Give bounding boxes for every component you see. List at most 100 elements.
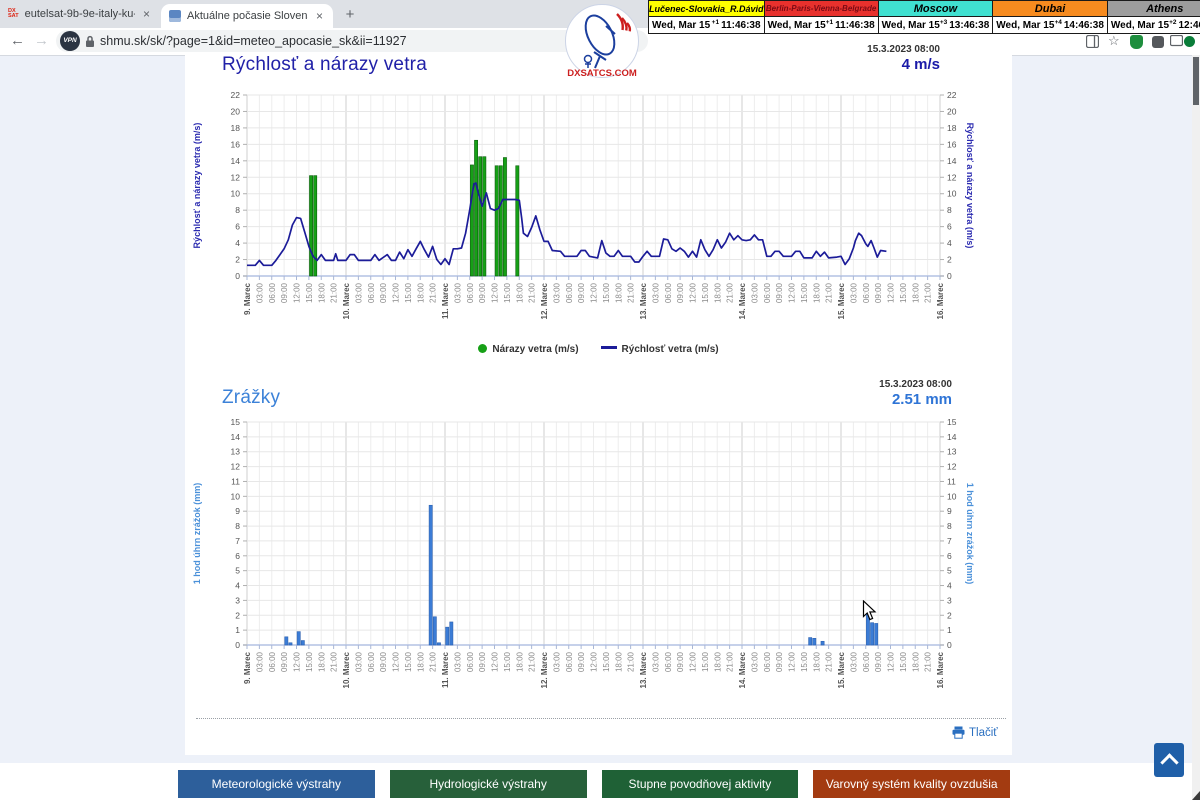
svg-text:06:00: 06:00 [664,651,673,672]
forward-icon[interactable]: → [34,32,49,49]
clock-berlin-paris-vienna-belgrade: Berlin-Paris-Vienna-Belgrade Wed, Mar 15 +… [763,0,878,35]
print-button[interactable]: Tlačiť [952,726,998,739]
footer-button-varovný[interactable]: Varovný systém kvality ovzdušia [813,770,1010,798]
svg-text:12:00: 12:00 [293,651,302,672]
svg-text:06:00: 06:00 [763,651,772,672]
svg-text:12:00: 12:00 [887,651,896,672]
tab-close-icon[interactable]: × [142,7,150,21]
grid [246,94,941,276]
speed-legend-label: Rýchlosť vetra (m/s) [621,344,719,355]
bookmark-star-icon[interactable]: ☆ [1108,33,1120,48]
svg-text:13: 13 [231,447,241,457]
svg-text:12:00: 12:00 [590,651,599,672]
scrollbar-track[interactable] [1192,55,1200,800]
svg-text:21:00: 21:00 [528,282,537,303]
profile-avatar[interactable] [1184,36,1195,47]
clock-lu-enec-slovakia-r-d-vid: Lučenec-Slovakia_R.Dávid Wed, Mar 15 +1 11:… [648,0,764,35]
bars-n-razy-vetra-m-s- [309,139,520,277]
svg-text:21:00: 21:00 [726,651,735,672]
address-bar[interactable] [56,30,648,52]
wind-chart-title: Rýchlosť a nárazy vetra [222,54,427,75]
tab-close-icon[interactable]: × [315,9,323,23]
footer-button-hydrologické[interactable]: Hydrologické výstrahy [389,770,587,798]
axes [243,421,944,649]
svg-text:21:00: 21:00 [726,282,735,303]
adblock-shield-icon[interactable] [1130,35,1143,49]
svg-text:09:00: 09:00 [676,651,685,672]
axis-titles: Rýchlosť a nárazy vetra (m/s) Rýchlosť a … [192,123,975,249]
vpn-badge[interactable]: VPN [60,31,80,51]
svg-text:18:00: 18:00 [317,282,326,303]
svg-text:18:00: 18:00 [515,651,524,672]
svg-text:15:00: 15:00 [899,651,908,672]
svg-text:1: 1 [947,625,952,635]
weather-tab-favicon [169,10,181,22]
svg-text:09:00: 09:00 [379,282,388,303]
browser-tab-eutelsat[interactable]: DX SAT eutelsat-9b-9e-italy-ku-dvb-s2-s2… [0,0,160,28]
dxsatcs-logo: DXSATCS.COM [565,4,639,79]
svg-text:13. Marec: 13. Marec [639,651,648,688]
svg-text:7: 7 [947,536,952,546]
url-text[interactable]: shmu.sk/sk/?page=1&id=meteo_apocasie_sk&… [100,34,407,48]
extension-icon[interactable] [1152,36,1164,48]
svg-text:6: 6 [947,222,952,232]
svg-text:2: 2 [235,610,240,620]
svg-text:09:00: 09:00 [478,282,487,303]
svg-text:9. Marec: 9. Marec [243,282,252,315]
svg-text:8: 8 [947,205,952,215]
footer-button-stupne[interactable]: Stupne povodňovej aktivity [601,770,799,798]
svg-text:22: 22 [231,90,241,100]
svg-text:21:00: 21:00 [330,282,339,303]
resize-corner [1192,791,1200,800]
svg-text:10. Marec: 10. Marec [342,651,351,688]
bars-1-hod-hrn-zr-ok-mm- [284,504,879,646]
scrollbar-thumb[interactable] [1193,57,1199,105]
svg-text:12:00: 12:00 [887,282,896,303]
svg-text:18:00: 18:00 [812,651,821,672]
svg-text:12. Marec: 12. Marec [540,282,549,319]
scroll-to-top-button[interactable] [1154,743,1184,777]
svg-text:18:00: 18:00 [911,282,920,303]
svg-text:09:00: 09:00 [379,651,388,672]
svg-text:15: 15 [947,417,957,427]
svg-text:13: 13 [947,447,957,457]
svg-text:09:00: 09:00 [478,651,487,672]
svg-text:18:00: 18:00 [317,651,326,672]
svg-text:14: 14 [231,156,241,166]
svg-text:06:00: 06:00 [367,282,376,303]
svg-text:12:00: 12:00 [491,282,500,303]
back-icon[interactable]: ← [10,32,25,49]
separator-dotted [196,718,1006,719]
svg-text:14. Marec: 14. Marec [738,282,747,319]
svg-text:9: 9 [947,506,952,516]
svg-text:5: 5 [235,566,240,576]
side-panel-icon[interactable] [1086,35,1099,48]
footer-buttons: Meteorologické výstrahy Hydrologické výst… [178,770,1010,798]
svg-text:8: 8 [235,521,240,531]
svg-text:1: 1 [235,625,240,635]
browser-tab-weather[interactable]: Aktuálne počasie Slovensko - tabuľ × [161,4,333,28]
svg-text:4: 4 [947,581,952,591]
tab-title: Aktuálne počasie Slovensko - tabuľ [187,10,308,22]
svg-text:22: 22 [947,90,957,100]
svg-text:03:00: 03:00 [552,651,561,672]
svg-text:1 hod úhrn zrážok (mm): 1 hod úhrn zrážok (mm) [192,483,202,585]
svg-text:03:00: 03:00 [453,282,462,303]
svg-text:06:00: 06:00 [664,282,673,303]
new-tab-button[interactable]: + [345,6,355,23]
legend-item-speed[interactable]: Rýchlosť vetra (m/s) [600,344,719,355]
grid [246,421,941,645]
axis-titles: 1 hod úhrn zrážok (mm) 1 hod úhrn zrážok … [192,483,975,585]
cast-icon[interactable] [1170,35,1183,48]
legend-item-gusts[interactable]: Nárazy vetra (m/s) [478,344,579,355]
svg-text:06:00: 06:00 [466,282,475,303]
browser-menu-dots-icon[interactable]: ⋮ [1196,33,1200,46]
footer-button-meteorologické[interactable]: Meteorologické výstrahy [178,770,375,798]
svg-text:13. Marec: 13. Marec [639,282,648,319]
svg-text:12:00: 12:00 [788,651,797,672]
svg-text:4: 4 [235,581,240,591]
